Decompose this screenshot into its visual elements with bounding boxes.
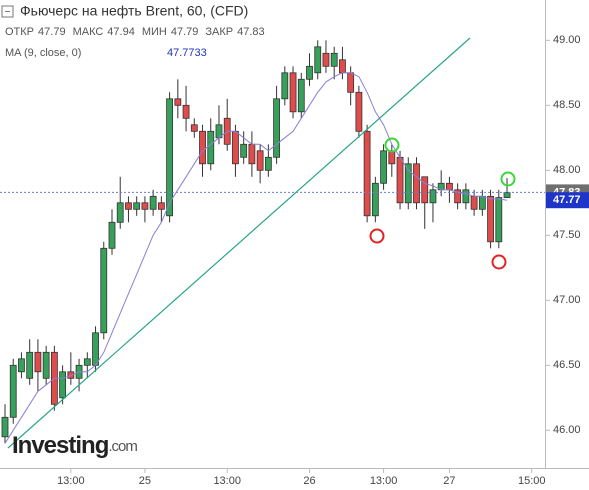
candle-body xyxy=(141,202,149,210)
x-tick-label: 26 xyxy=(303,475,315,487)
high-marker xyxy=(384,137,400,153)
candle-body xyxy=(429,189,437,204)
candle-body xyxy=(182,104,190,119)
candle-body xyxy=(273,98,280,158)
ohlc-value: 47.94 xyxy=(107,26,135,38)
candle-body xyxy=(454,189,462,204)
candle-body xyxy=(330,52,338,67)
y-tick-label: 47.50 xyxy=(553,229,581,241)
ma-line xyxy=(4,72,508,444)
indicator-value: 47.7733 xyxy=(167,47,207,59)
candle-body xyxy=(264,156,272,171)
candle-body xyxy=(281,72,289,100)
y-tick-label: 46.50 xyxy=(553,359,581,371)
candle-body xyxy=(59,371,67,399)
candle-body xyxy=(26,351,34,379)
candle-body xyxy=(297,78,305,113)
trend-line xyxy=(7,37,471,449)
candle-body xyxy=(83,358,91,366)
y-tick-label: 49.00 xyxy=(553,34,581,46)
candle-body xyxy=(446,182,453,191)
ohlc-value: 47.79 xyxy=(38,26,66,38)
ohlc-label: МИН xyxy=(142,26,167,38)
x-tick-label: 13:00 xyxy=(213,475,241,487)
plot xyxy=(1,40,511,444)
candle-body xyxy=(133,202,141,210)
y-tick-label: 47.00 xyxy=(553,294,581,306)
x-tick-label: 15:00 xyxy=(518,475,546,487)
candle-body xyxy=(487,195,494,243)
candle-body xyxy=(125,202,132,210)
candle-body xyxy=(388,150,396,165)
candle-body xyxy=(1,416,9,438)
x-tick-label: 25 xyxy=(139,475,151,487)
candle-body xyxy=(199,130,206,165)
candle-body xyxy=(347,72,355,93)
candle-body xyxy=(289,72,297,113)
candle-body xyxy=(174,98,182,106)
candle-body xyxy=(232,130,239,165)
y-tick-label: 48.00 xyxy=(553,164,581,176)
candle-body xyxy=(470,195,478,210)
candle-body xyxy=(166,98,174,217)
candle-body xyxy=(478,195,486,210)
candle-body xyxy=(18,358,25,373)
candle-body xyxy=(462,189,470,204)
candle-body xyxy=(256,150,264,171)
candle-body xyxy=(306,65,313,80)
candle-body xyxy=(34,351,42,373)
ohlc-label: МАКС xyxy=(73,26,104,38)
candle-body xyxy=(207,130,215,165)
candle-body xyxy=(421,176,429,204)
candle-body xyxy=(339,59,346,74)
ohlc-label: ЗАКР xyxy=(205,26,233,38)
chart-title: Фьючерс на нефть Brent, 60, (CFD) xyxy=(20,3,248,19)
high-marker xyxy=(500,171,516,187)
low-marker xyxy=(369,228,385,244)
logo-name: Investing xyxy=(12,432,109,459)
candle-body xyxy=(108,221,116,249)
candle-body xyxy=(413,163,420,204)
candle-body xyxy=(495,197,503,243)
indicator-label: MA (9, close, 0) xyxy=(5,47,81,59)
x-tick-label: 13:00 xyxy=(57,475,85,487)
candle-body xyxy=(67,371,75,379)
logo: Investing.com xyxy=(12,432,137,459)
candle-body xyxy=(503,191,511,198)
low-marker xyxy=(491,254,507,270)
candle-body xyxy=(157,202,165,210)
price-label-box xyxy=(546,192,589,209)
candle-body xyxy=(355,91,363,132)
x-tick-label: 13:00 xyxy=(370,475,398,487)
candle-body xyxy=(116,202,124,223)
candle-body xyxy=(248,143,256,165)
candle-body xyxy=(190,124,198,132)
candle-body xyxy=(100,247,108,334)
logo-suffix: .com xyxy=(108,438,137,455)
candle-body xyxy=(314,46,322,74)
ohlc-value: 47.79 xyxy=(171,26,199,38)
candle-body xyxy=(240,143,248,158)
candle-body xyxy=(404,163,412,204)
candle-body xyxy=(363,130,371,217)
candle-body xyxy=(92,332,99,366)
candle-body xyxy=(380,150,387,184)
candle-body xyxy=(322,52,330,67)
candle-body xyxy=(42,351,50,379)
ohlc-label: ОТКР xyxy=(5,26,34,38)
y-tick-label: 48.50 xyxy=(553,99,581,111)
x-tick-label: 27 xyxy=(443,475,455,487)
collapse-icon[interactable] xyxy=(1,5,14,18)
candle-body xyxy=(396,156,404,204)
price-label: 47.77 xyxy=(553,194,581,206)
header-values: ОТКР 47.79 МАКС 47.94 МИН 47.79 ЗАКР 47.83 xyxy=(5,26,265,38)
y-tick-label: 46.00 xyxy=(553,424,581,436)
candle-body xyxy=(9,364,17,418)
candle-body xyxy=(371,182,379,217)
candle-body xyxy=(149,195,157,210)
ohlc-value: 47.83 xyxy=(237,26,265,38)
